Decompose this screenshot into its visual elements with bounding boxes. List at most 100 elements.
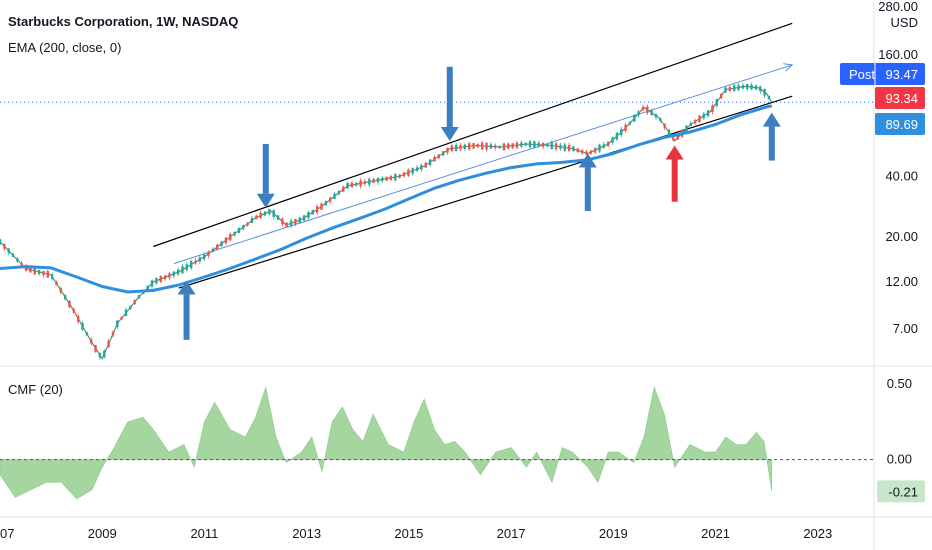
candle-body [233,232,236,236]
candle-body [276,215,280,220]
candle-body [646,106,649,113]
candle-body [446,147,449,153]
candle-body [372,178,375,183]
candle-body [298,217,301,223]
candle-body [124,309,128,316]
candle-body [741,85,745,89]
candle-body [672,137,675,141]
candle-body [724,87,727,93]
candle-body [172,271,175,277]
candle-body [511,143,514,149]
year-tick-label: 2009 [88,526,117,541]
candle-body [116,320,119,328]
year-tick-label: 2019 [599,526,628,541]
tag-bg [875,113,925,135]
candle-body [468,143,471,150]
candle-body [663,124,666,129]
candle-body [103,350,106,358]
candle-body [272,210,275,217]
candle-body [81,323,84,330]
arrow-up-1 [177,280,196,340]
candle-body [289,220,293,226]
post-tag-value: 93.47 [885,67,918,82]
candle-body [194,260,197,264]
candle-body [746,83,749,89]
candle-body [281,218,284,225]
candle-body [11,253,15,257]
candle-body [385,176,388,181]
candle-body [598,144,601,152]
candle-body [94,344,97,352]
candle-body [463,144,467,150]
candle-body [137,295,141,299]
candle-body [168,273,171,278]
cmf-tick-label: 0.00 [887,452,912,467]
candle-body [476,144,480,148]
candle-body [211,248,215,253]
time-axis: 2007 2009 2011 2013 2015 2017 2019 2021 2023 [0,526,832,541]
candle-body [428,159,432,166]
candle-body [559,144,562,149]
candle-body [146,285,149,291]
candle-body [176,269,180,275]
arrow-up-5 [665,145,684,202]
candle-body [620,129,623,136]
candle-body [90,339,93,344]
candle-body [524,142,527,146]
candle-body [767,95,771,100]
price-tick-label: 20.00 [885,229,918,244]
candle-body [411,168,414,174]
candle-body [706,110,710,116]
candle-body [719,94,723,99]
arrow-shaft [262,143,269,194]
candle-body [33,267,36,275]
channel-mid-line [173,64,793,265]
price-tick-label: 160.00 [878,47,918,62]
ema-legend: EMA (200, close, 0) [8,40,122,55]
candle-body [246,222,249,226]
candle-body [554,143,558,150]
candle-body [37,269,41,274]
candle-body [237,227,241,234]
price-tick-label: 40.00 [885,169,918,184]
candle-body [420,165,423,170]
candle-body [576,148,580,153]
candle-body [754,85,758,90]
candle-body [46,270,49,278]
candle-body [359,180,362,187]
chart-title: Starbucks Corporation, 1W, NASDAQ [8,14,239,29]
candle-body [537,142,540,147]
tag-value: 89.69 [885,117,918,132]
candle-body [259,212,262,219]
candle-body [415,167,419,171]
cmf-tick-label: 0.50 [887,376,912,391]
candle-body [185,264,189,270]
candle-body [98,352,102,358]
price-axis: 280.00 160.00 40.00 20.00 12.00 7.00 USD 0.50 0.… [878,0,918,467]
last-price-tag: 93.34 [875,87,925,109]
candle-body [441,151,445,156]
candle-body [507,143,510,149]
candle-body [250,217,254,223]
candle-body [728,86,732,91]
cmf-tag-value: -0.21 [888,484,918,499]
candle-body [342,186,345,192]
candle-body [268,209,271,215]
candle-body [3,243,6,249]
candle-body [763,88,766,96]
candle-body [489,144,493,149]
candle-body [567,145,571,152]
ema-series [0,104,773,294]
candle-body [255,215,258,220]
candle-body [650,110,653,116]
candle-body [520,142,523,147]
candle-body [16,258,19,262]
candle-body [698,115,701,123]
ema-value-tag: 89.69 [875,113,925,135]
candle-body [355,182,358,186]
year-tick-label: 2021 [701,526,730,541]
year-tick-label: 2023 [803,526,832,541]
candle-body [311,210,314,215]
candle-body [163,275,167,280]
candle-body [533,141,536,148]
